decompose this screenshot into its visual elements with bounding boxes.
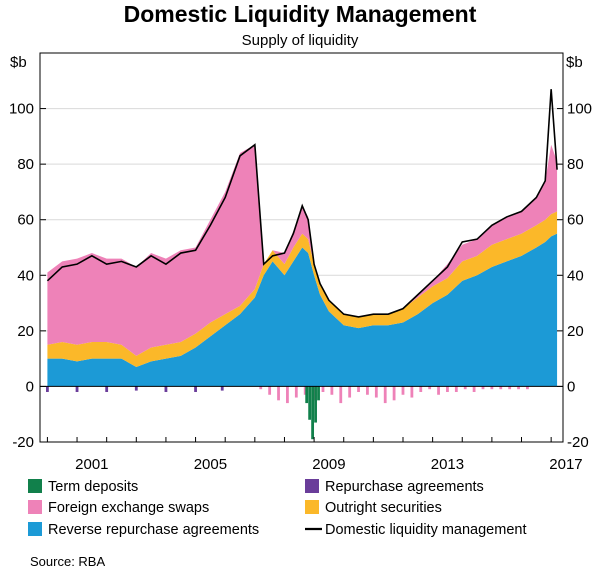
y-unit-left: $b	[10, 54, 27, 71]
repo-bar	[134, 386, 138, 391]
y-tick-label-left: 80	[17, 156, 34, 173]
fx-swap-negative-bar	[374, 386, 378, 398]
legend-swatch	[28, 500, 42, 514]
repo-bar	[194, 386, 197, 392]
y-tick-label-left: 60	[17, 212, 34, 229]
term-deposit-bar	[305, 386, 309, 404]
legend-label: Outright securities	[325, 500, 442, 516]
fx-swap-negative-bar	[517, 386, 520, 390]
x-tick-label: 2005	[194, 456, 227, 473]
fx-swap-negative-bar	[526, 386, 529, 390]
plot-frame	[39, 52, 564, 443]
repo-bar	[75, 386, 79, 392]
fx-swap-negative-bar	[294, 386, 298, 398]
x-ticks: 2001 2005 2009 2013 2017	[46, 437, 583, 473]
y-tick-label-left: -20	[12, 434, 34, 451]
fx-swap-negative-bar	[437, 386, 440, 395]
term-deposit-bar	[317, 386, 320, 401]
y-tick-label-left: 100	[9, 101, 34, 118]
x-tick-label: 2013	[431, 456, 464, 473]
y-unit-right: $b	[566, 54, 583, 71]
y-tick-label-left: 40	[17, 267, 34, 284]
fx-swap-negative-bar	[303, 386, 307, 395]
repo-bar	[46, 386, 49, 392]
fx-swap-negative-bar	[401, 386, 405, 395]
term-deposit-bar	[311, 386, 315, 440]
fx-swap-negative-bar	[392, 386, 396, 401]
x-tick-label: 2017	[549, 456, 582, 473]
fx-swap-negative-bar	[312, 386, 316, 401]
area-reverse-repurchase-agreements	[47, 233, 558, 387]
legend-item: Foreign exchange swaps	[28, 500, 209, 516]
chart-title: Domestic Liquidity Management	[124, 1, 477, 27]
repo-bar	[164, 386, 168, 392]
legend-label: Repurchase agreements	[325, 479, 484, 495]
y-tick-label-right: 80	[567, 156, 584, 173]
fx-swap-negative-bar	[499, 386, 503, 390]
fx-swap-negative-bar	[286, 386, 289, 404]
fx-swap-negative-bar	[508, 386, 512, 390]
y-tick-label-right: 20	[567, 323, 584, 340]
y-tick-label-right: 40	[567, 267, 584, 284]
x-tick-label: 2001	[75, 456, 108, 473]
y-tick-label-right: 100	[567, 101, 592, 118]
fx-swap-negative-bar	[348, 386, 352, 398]
dlm-line-group	[46, 89, 558, 318]
fx-swap-negative-bar	[277, 386, 280, 401]
fx-swap-negative-bar	[383, 386, 387, 404]
y-tick-label-left: 0	[26, 378, 34, 395]
chart-subtitle: Supply of liquidity	[242, 32, 359, 49]
legend-label: Domestic liquidity management	[325, 522, 526, 538]
fx-swap-negative-bar	[339, 386, 343, 404]
fx-swap-negative-bar	[490, 386, 494, 390]
repo-bar	[105, 386, 109, 392]
legend-item: Outright securities	[305, 500, 442, 516]
y-tick-label-left: 20	[17, 323, 34, 340]
legend-label: Foreign exchange swaps	[48, 500, 209, 516]
fx-swap-negative-bar	[419, 386, 423, 392]
legend-item: Domestic liquidity management	[305, 522, 526, 538]
fx-swap-negative-bar	[454, 386, 458, 392]
fx-swap-negative-bar	[481, 386, 485, 390]
fx-swap-negative-bar	[268, 386, 272, 395]
fx-swap-negative-bar	[410, 386, 414, 398]
fx-swap-negative-bar	[321, 386, 325, 392]
fx-swap-negative-bar	[259, 386, 263, 390]
repo-bar	[220, 386, 224, 391]
fx-swap-negative-bar	[366, 386, 369, 395]
fx-swap-negative-bar	[446, 386, 449, 392]
term-deposit-bar	[308, 386, 312, 420]
x-tick-label: 2009	[312, 456, 345, 473]
area-series	[46, 144, 558, 440]
legend-item: Repurchase agreements	[305, 479, 484, 495]
legend-label: Term deposits	[48, 479, 138, 495]
term-deposit-bar	[314, 386, 317, 423]
fx-swap-negative-bar	[428, 386, 432, 390]
legend-swatch	[28, 522, 42, 536]
fx-swap-negative-bar	[472, 386, 476, 392]
y-tick-label-right: 0	[567, 378, 575, 395]
fx-swap-negative-bar	[330, 386, 334, 395]
source-note: Source: RBA	[30, 554, 105, 569]
y-ticks: -20 -20 0 0 20 20 40 40 60 60 80 80 100 100	[9, 101, 592, 451]
area-outright-securities	[47, 211, 558, 367]
legend-item: Term deposits	[28, 479, 138, 495]
legend: Term deposits Repurchase agreements Foreig…	[28, 479, 526, 538]
area-foreign-exchange-swaps	[47, 144, 558, 356]
y-tick-label-right: -20	[567, 434, 589, 451]
fx-swap-negative-bar	[357, 386, 360, 392]
fx-swap-negative-bar	[463, 386, 467, 390]
legend-label: Reverse repurchase agreements	[48, 522, 259, 538]
legend-swatch	[305, 479, 319, 493]
y-tick-label-right: 60	[567, 212, 584, 229]
legend-item: Reverse repurchase agreements	[28, 522, 259, 538]
legend-swatch	[305, 500, 319, 514]
legend-swatch	[28, 479, 42, 493]
dlm-line	[46, 89, 558, 318]
